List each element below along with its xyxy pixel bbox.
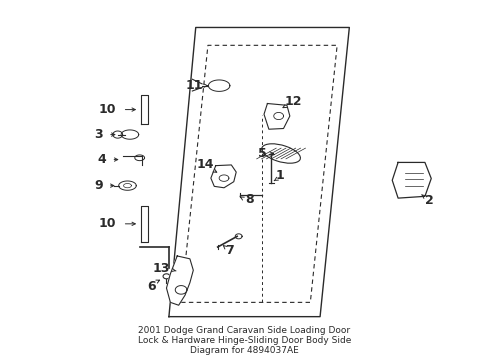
Text: 2001 Dodge Grand Caravan Side Loading Door
Lock & Hardware Hinge-Sliding Door Bo: 2001 Dodge Grand Caravan Side Loading Do… [138, 326, 350, 355]
Polygon shape [210, 165, 236, 188]
Text: 6: 6 [147, 280, 156, 293]
Text: 14: 14 [196, 158, 214, 171]
Text: 3: 3 [94, 128, 102, 141]
Text: 5: 5 [258, 147, 266, 160]
Text: 2: 2 [425, 194, 433, 207]
Polygon shape [391, 162, 430, 198]
Text: 9: 9 [94, 179, 102, 192]
Polygon shape [166, 256, 193, 305]
Text: 10: 10 [98, 217, 116, 230]
Text: 1: 1 [275, 169, 284, 182]
Text: 12: 12 [284, 95, 302, 108]
Text: 11: 11 [185, 79, 203, 92]
Text: 7: 7 [225, 244, 234, 257]
Text: 10: 10 [98, 103, 116, 116]
Text: 4: 4 [97, 153, 106, 166]
Text: 13: 13 [153, 262, 170, 275]
Text: 8: 8 [244, 193, 253, 206]
Polygon shape [264, 104, 289, 129]
